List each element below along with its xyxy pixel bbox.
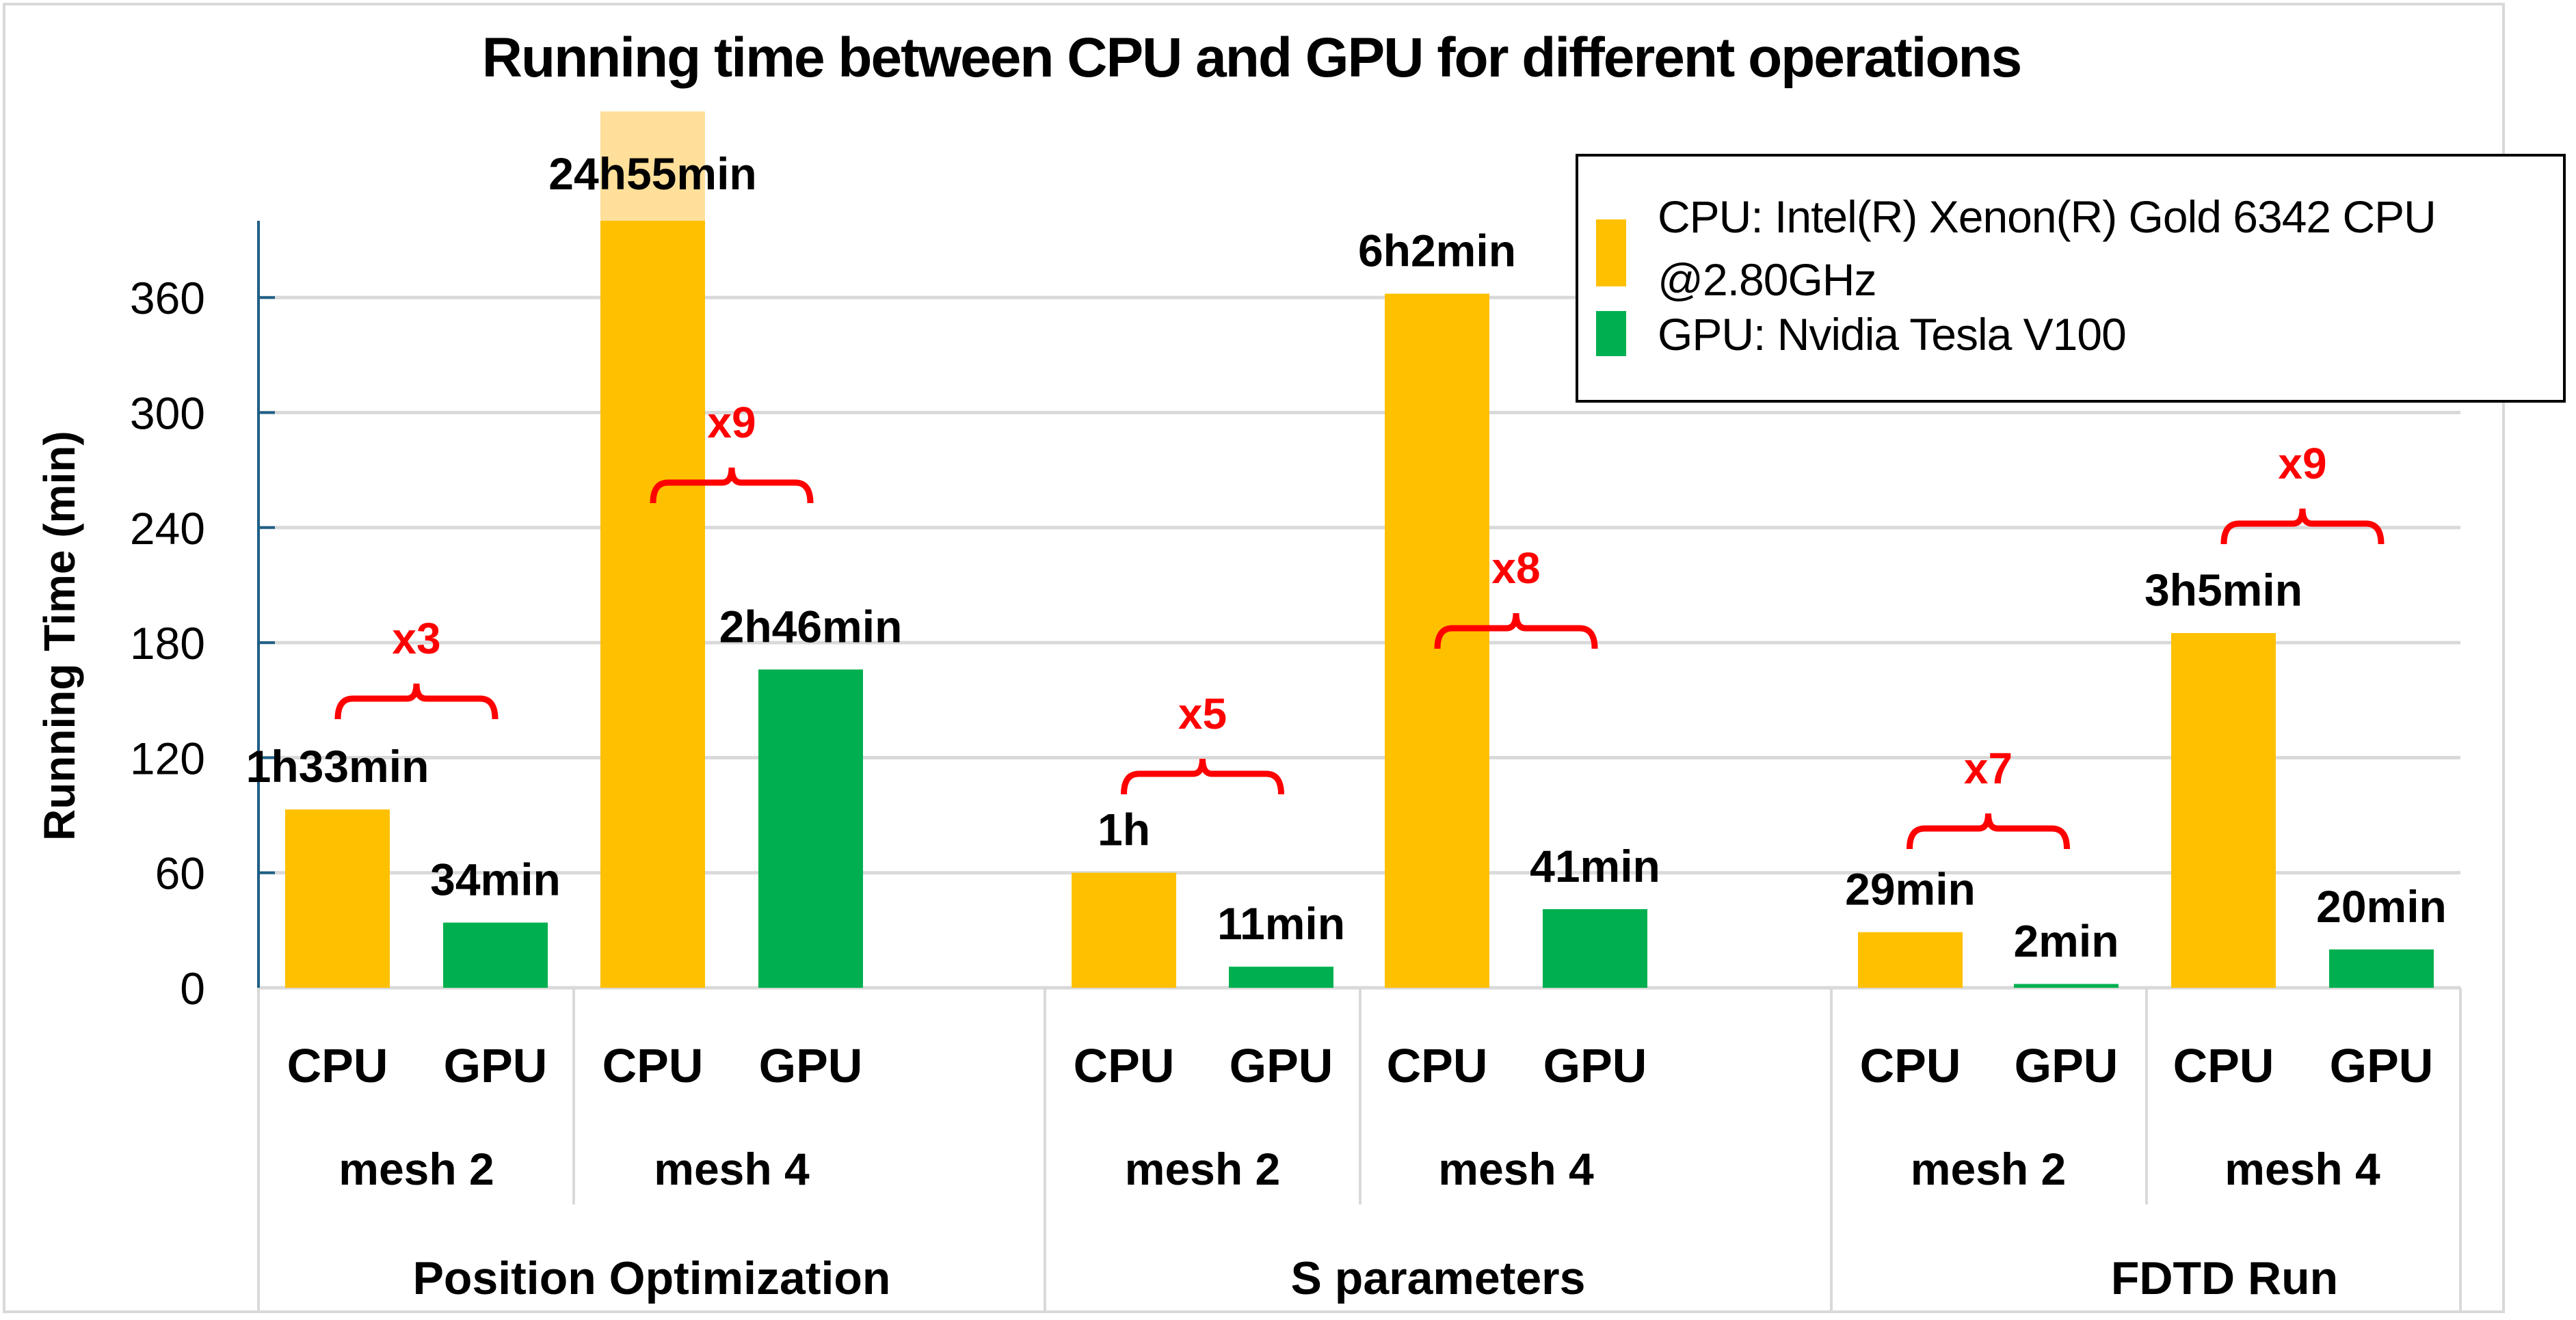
x-tick-label-device: GPU [1230, 1039, 1333, 1092]
x-tick-label-device: CPU [1387, 1039, 1488, 1092]
x-tick-label-device: CPU [1860, 1039, 1961, 1092]
data-label: 20min [2316, 881, 2447, 932]
bar-cpu [1858, 932, 1963, 988]
x-tick-label-group: FDTD Run [2111, 1252, 2338, 1304]
y-tick-label: 60 [155, 848, 205, 899]
data-label: 34min [430, 854, 561, 905]
x-tick-label-group: Position Optimization [413, 1252, 891, 1304]
legend-swatch-gpu [1596, 311, 1626, 356]
x-tick-label-device: GPU [2015, 1039, 2119, 1092]
speedup-brace [1907, 813, 2070, 850]
data-label: 1h [1098, 805, 1150, 855]
data-label: 6h2min [1358, 226, 1516, 276]
bar-gpu [1229, 967, 1333, 988]
x-tick-label-mesh: mesh 2 [1125, 1144, 1280, 1194]
data-label: 24h55min [548, 148, 756, 199]
legend: CPU: Intel(R) Xenon(R) Gold 6342 CPU @2.… [1576, 154, 2566, 403]
x-tick-label-device: GPU [2330, 1039, 2434, 1092]
x-tick-label-device: CPU [1074, 1039, 1175, 1092]
y-tick-label: 240 [130, 503, 205, 554]
x-tick-label-device: CPU [287, 1039, 388, 1092]
bar-gpu [758, 669, 863, 988]
bar-gpu [2329, 949, 2434, 988]
x-tick-label-device: GPU [1543, 1039, 1647, 1092]
bar-cpu [285, 809, 390, 988]
y-tick-label: 180 [130, 618, 205, 669]
x-tick-label-device: CPU [602, 1039, 704, 1092]
y-tick-label: 360 [130, 273, 205, 323]
legend-label-gpu: GPU: Nvidia Tesla V100 [1658, 309, 2127, 360]
x-tick-label-mesh: mesh 4 [2225, 1144, 2380, 1194]
y-tick-label: 120 [130, 733, 205, 783]
legend-swatch-cpu [1596, 219, 1626, 286]
legend-label-cpu-line2: @2.80GHz [1658, 254, 1876, 305]
y-tick-label: 0 [180, 963, 205, 1014]
speedup-brace [650, 467, 814, 504]
data-label: 2min [2013, 915, 2119, 966]
speedup-label: x8 [1491, 543, 1540, 593]
x-tick-label-mesh: mesh 2 [338, 1144, 494, 1194]
data-label: 41min [1530, 841, 1660, 891]
x-tick-label-mesh: mesh 4 [1438, 1144, 1594, 1194]
speedup-label: x9 [2278, 439, 2326, 488]
legend-label-cpu-line1: CPU: Intel(R) Xenon(R) Gold 6342 CPU [1658, 191, 2436, 242]
x-tick-label-device: GPU [759, 1039, 863, 1092]
chart-frame-right-border [2502, 3, 2505, 1313]
data-label: 11min [1217, 898, 1345, 949]
x-tick-label-device: CPU [2173, 1039, 2274, 1092]
x-tick-label-device: GPU [444, 1039, 548, 1092]
x-tick-label-mesh: mesh 4 [654, 1144, 810, 1194]
speedup-brace [1121, 758, 1284, 795]
bar-gpu [2014, 984, 2119, 988]
bar-clip-overflow [600, 111, 705, 221]
bar-gpu [443, 922, 548, 988]
data-label: 2h46min [719, 601, 903, 651]
x-tick-label-group: S parameters [1291, 1252, 1586, 1304]
bar-cpu [600, 221, 705, 988]
speedup-label: x7 [1964, 744, 2013, 793]
y-tick-label: 300 [130, 388, 205, 439]
speedup-label: x3 [392, 614, 440, 663]
speedup-brace [1434, 612, 1598, 649]
speedup-label: x5 [1178, 689, 1227, 738]
data-label: 3h5min [2145, 565, 2302, 615]
bar-gpu [1543, 908, 1647, 988]
speedup-brace [2220, 508, 2385, 545]
speedup-brace [334, 683, 499, 720]
chart-frame [3, 3, 2504, 1313]
speedup-label: x9 [707, 398, 756, 447]
bar-cpu [2171, 633, 2276, 988]
chart-title: Running time between CPU and GPU for dif… [481, 27, 2022, 89]
bar-cpu [1072, 872, 1176, 988]
data-label: 29min [1845, 864, 1976, 915]
x-tick-label-mesh: mesh 2 [1911, 1144, 2066, 1194]
data-label: 1h33min [246, 741, 429, 792]
